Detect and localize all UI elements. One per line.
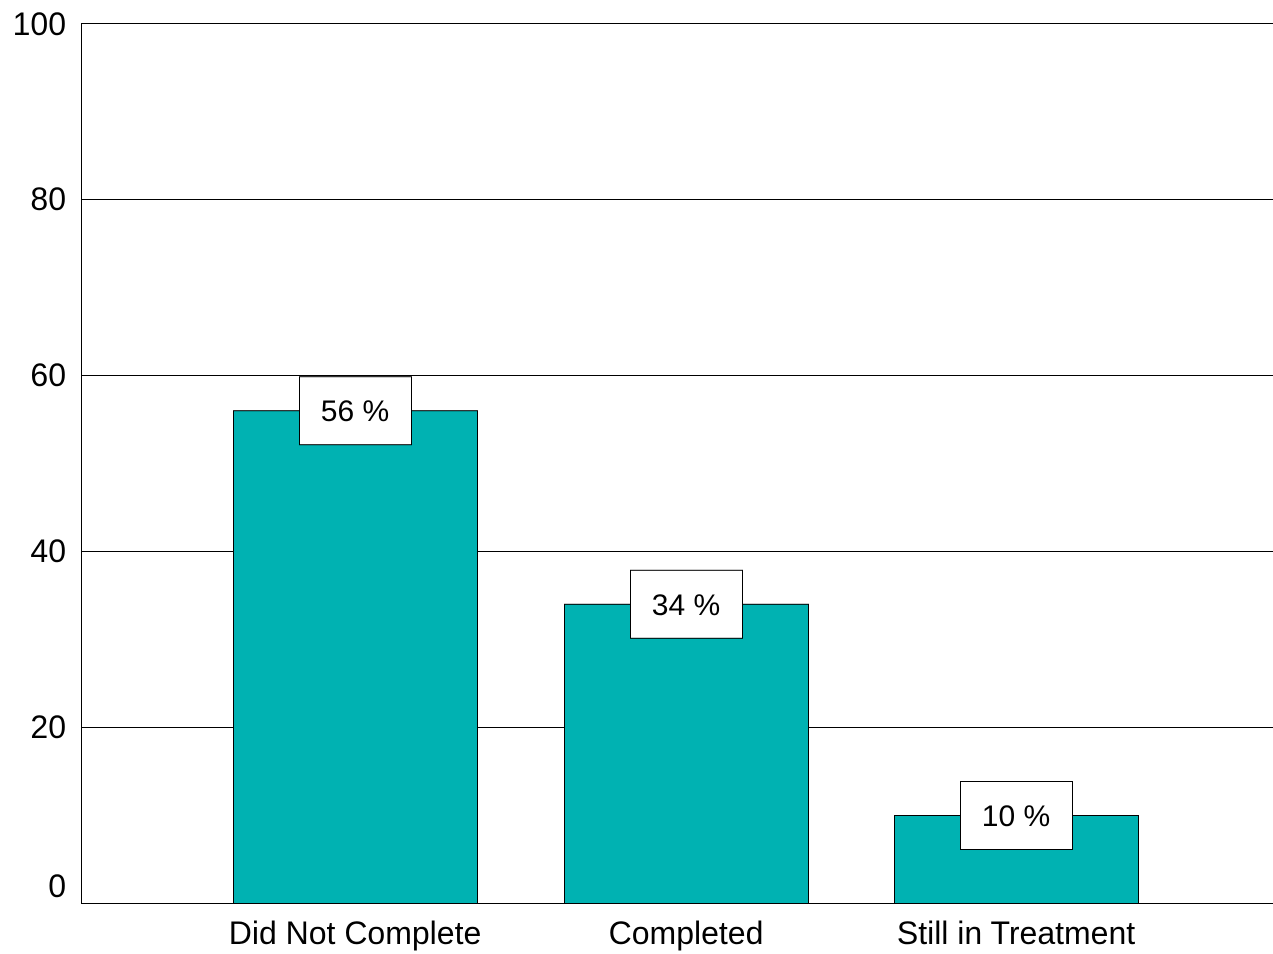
y-tick-label-80: 80 (30, 181, 66, 217)
y-tick-label-40: 40 (30, 533, 66, 569)
data-label-1: 34 % (652, 589, 720, 622)
y-tick-label-0: 0 (48, 868, 66, 904)
category-labels: Did Not Complete Completed Still in Treatm… (229, 915, 1136, 951)
category-label-1: Completed (609, 915, 764, 951)
data-label-2: 10 % (982, 800, 1050, 833)
y-tick-labels: 0 20 40 60 80 100 (13, 6, 66, 904)
y-tick-label-20: 20 (30, 709, 66, 745)
category-label-2: Still in Treatment (897, 915, 1135, 951)
data-label-box-2 (960, 781, 1073, 850)
y-tick-label-100: 100 (13, 6, 66, 42)
data-label-box-1 (630, 569, 743, 639)
y-tick-label-60: 60 (30, 357, 66, 393)
category-label-0: Did Not Complete (229, 915, 482, 951)
axes (81, 23, 1273, 904)
bar-1 (564, 603, 809, 904)
bars (233, 410, 1139, 904)
data-labels: 56 % 34 % 10 % (299, 376, 1073, 850)
data-label-0: 56 % (321, 395, 389, 428)
data-label-box-0 (299, 376, 412, 446)
bar-0 (233, 410, 478, 904)
